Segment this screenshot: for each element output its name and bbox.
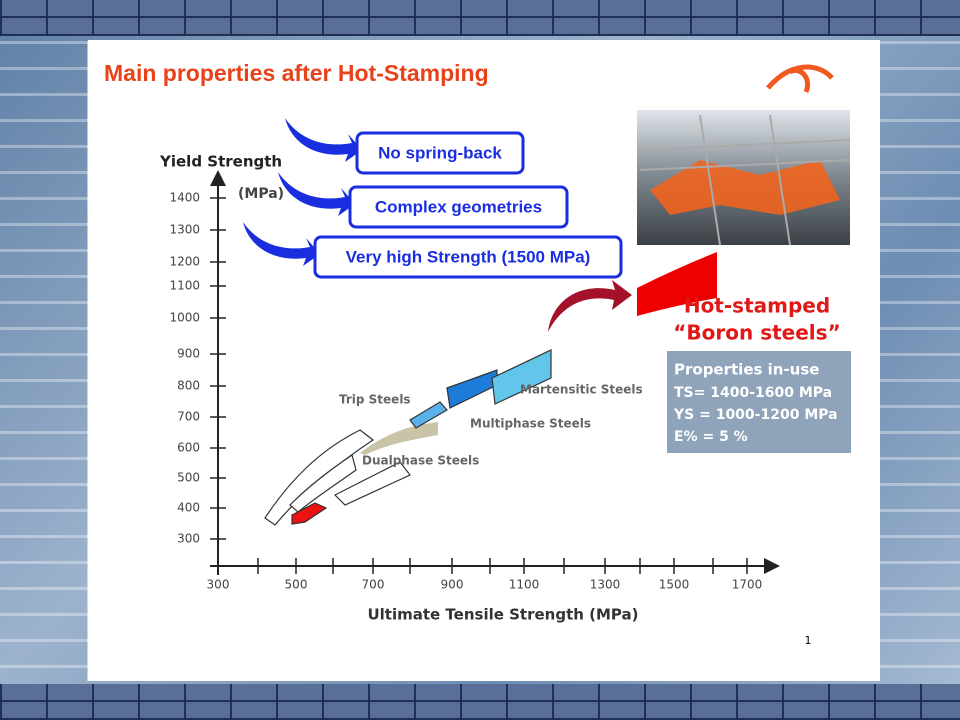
x-tick-label: 900 (441, 578, 464, 592)
y-tick-label: 300 (177, 532, 200, 546)
callout-box (313, 235, 623, 279)
brick-border (0, 0, 960, 36)
y-tick-label: 1400 (169, 191, 200, 205)
brick-border (0, 684, 960, 720)
y-axis-title: Yield Strength (159, 153, 282, 171)
y-tick-label: 1000 (169, 311, 200, 325)
properties-line: YS = 1000-1200 MPa (673, 407, 838, 423)
photo-part (650, 160, 840, 215)
highlight-text: Hot-stamped (684, 294, 830, 318)
region-label: Dualphase Steels (362, 454, 479, 468)
y-tick-label: 900 (177, 347, 200, 361)
callout-box (355, 131, 525, 175)
x-tick-label: 700 (362, 578, 385, 592)
region-label: Multiphase Steels (470, 417, 591, 431)
logo (766, 64, 834, 93)
page-number: 1 (805, 634, 812, 647)
callout-text: No spring-back (378, 143, 502, 162)
hot-stamped-region (637, 252, 717, 316)
y-tick-label: 600 (177, 441, 200, 455)
properties-box (667, 351, 851, 453)
steel-regions (264, 349, 552, 526)
y-tick-label: 1100 (169, 279, 200, 293)
callout-box (348, 185, 569, 229)
properties-line: TS= 1400-1600 MPa (674, 385, 832, 401)
photo-frame (639, 114, 851, 246)
y-tick-label: 700 (177, 410, 200, 424)
x-tick-label: 1300 (590, 578, 621, 592)
callout-text: Complex geometries (375, 197, 542, 216)
y-tick-label: 400 (177, 501, 200, 515)
x-tick-label: 300 (207, 578, 230, 592)
x-axis-title: Ultimate Tensile Strength (MPa) (367, 606, 638, 624)
properties-title: Properties in-use (674, 361, 819, 379)
x-tick-label: 500 (285, 578, 308, 592)
callout-arrows (243, 118, 362, 266)
region-label: Martensitic Steels (520, 383, 643, 397)
hot-stamped-arrow (548, 280, 632, 332)
y-tick-label: 1300 (169, 223, 200, 237)
x-tick-label: 1100 (509, 578, 540, 592)
y-tick-label: 1200 (169, 255, 200, 269)
properties-line: E% = 5 % (674, 429, 748, 445)
y-axis-unit: (MPa) (238, 186, 284, 202)
highlight-text: “Boron steels” (673, 321, 840, 345)
x-tick-label: 1700 (732, 578, 763, 592)
region-label: Trip Steels (339, 393, 411, 407)
x-tick-label: 1500 (659, 578, 690, 592)
y-tick-label: 500 (177, 471, 200, 485)
slide-title: Main properties after Hot-Stamping (104, 60, 489, 86)
callout-text: Very high Strength (1500 MPa) (346, 247, 591, 266)
y-tick-label: 800 (177, 379, 200, 393)
